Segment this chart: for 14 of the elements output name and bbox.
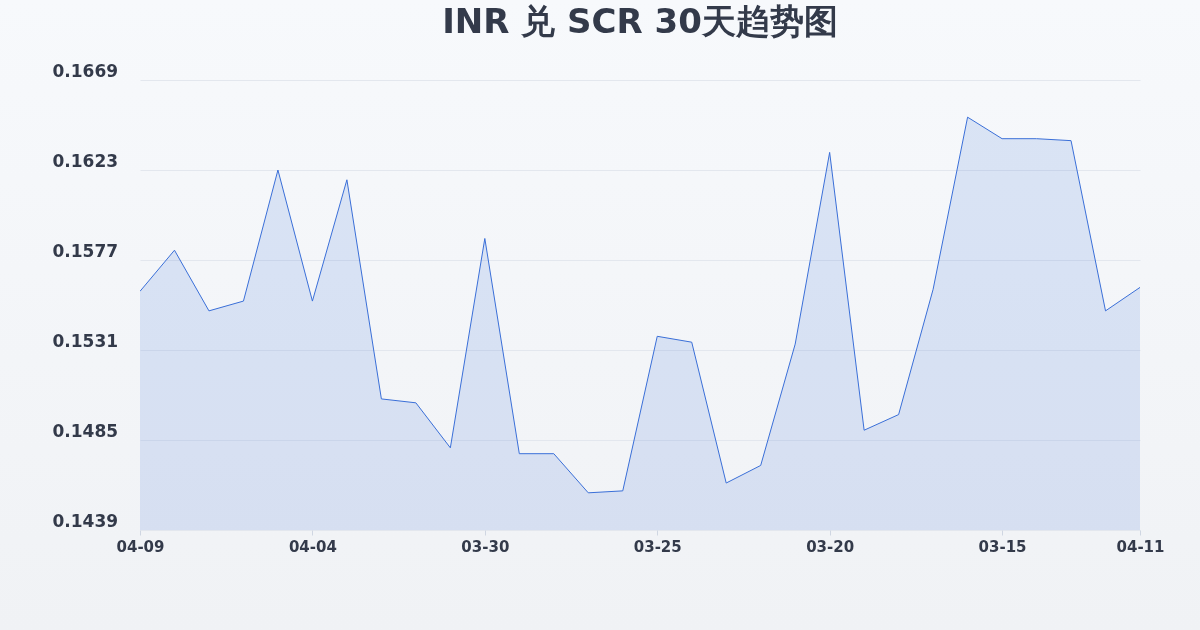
x-tick-label: 03-25 [633, 537, 682, 556]
x-tick-label: 03-30 [461, 537, 510, 556]
y-tick-label: 0.1485 [52, 420, 119, 441]
y-tick-label: 0.1577 [52, 240, 119, 261]
y-tick-label: 0.1439 [52, 510, 119, 531]
x-tick-label: 04-09 [116, 537, 165, 556]
y-tick-label: 0.1531 [52, 330, 119, 351]
y-tick-label: 0.1669 [52, 60, 119, 81]
x-tick-label: 03-20 [806, 537, 855, 556]
y-tick-label: 0.1623 [52, 150, 119, 171]
x-tick-label: 03-15 [978, 537, 1027, 556]
chart-title: INR 兑 SCR 30天趋势图 [442, 1, 838, 41]
x-tick-label: 04-04 [288, 537, 337, 556]
x-tick-label: 04-11 [1116, 537, 1165, 556]
